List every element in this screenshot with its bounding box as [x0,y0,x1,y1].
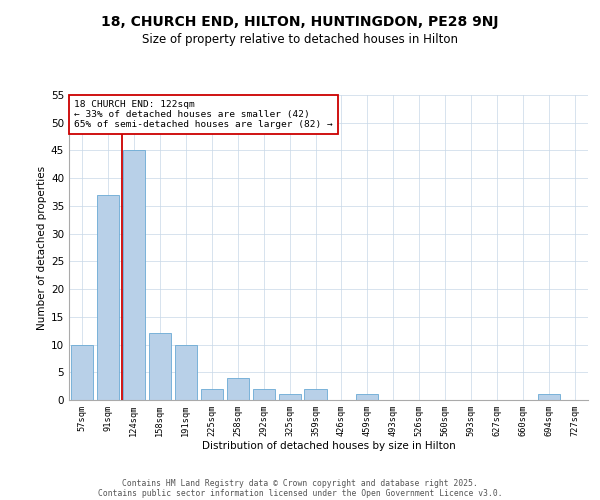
Text: Size of property relative to detached houses in Hilton: Size of property relative to detached ho… [142,32,458,46]
Bar [538,394,560,400]
Bar [97,195,119,400]
Bar [175,344,197,400]
Text: Contains public sector information licensed under the Open Government Licence v3: Contains public sector information licen… [98,488,502,498]
X-axis label: Distribution of detached houses by size in Hilton: Distribution of detached houses by size … [202,440,455,450]
Bar [149,334,171,400]
Bar [227,378,249,400]
Bar [304,389,326,400]
Bar [200,389,223,400]
Text: Contains HM Land Registry data © Crown copyright and database right 2025.: Contains HM Land Registry data © Crown c… [122,478,478,488]
Text: 18, CHURCH END, HILTON, HUNTINGDON, PE28 9NJ: 18, CHURCH END, HILTON, HUNTINGDON, PE28… [101,15,499,29]
Y-axis label: Number of detached properties: Number of detached properties [37,166,47,330]
Bar [71,344,93,400]
Bar [356,394,379,400]
Bar [253,389,275,400]
Bar [123,150,145,400]
Text: 18 CHURCH END: 122sqm
← 33% of detached houses are smaller (42)
65% of semi-deta: 18 CHURCH END: 122sqm ← 33% of detached … [74,100,333,130]
Bar [278,394,301,400]
